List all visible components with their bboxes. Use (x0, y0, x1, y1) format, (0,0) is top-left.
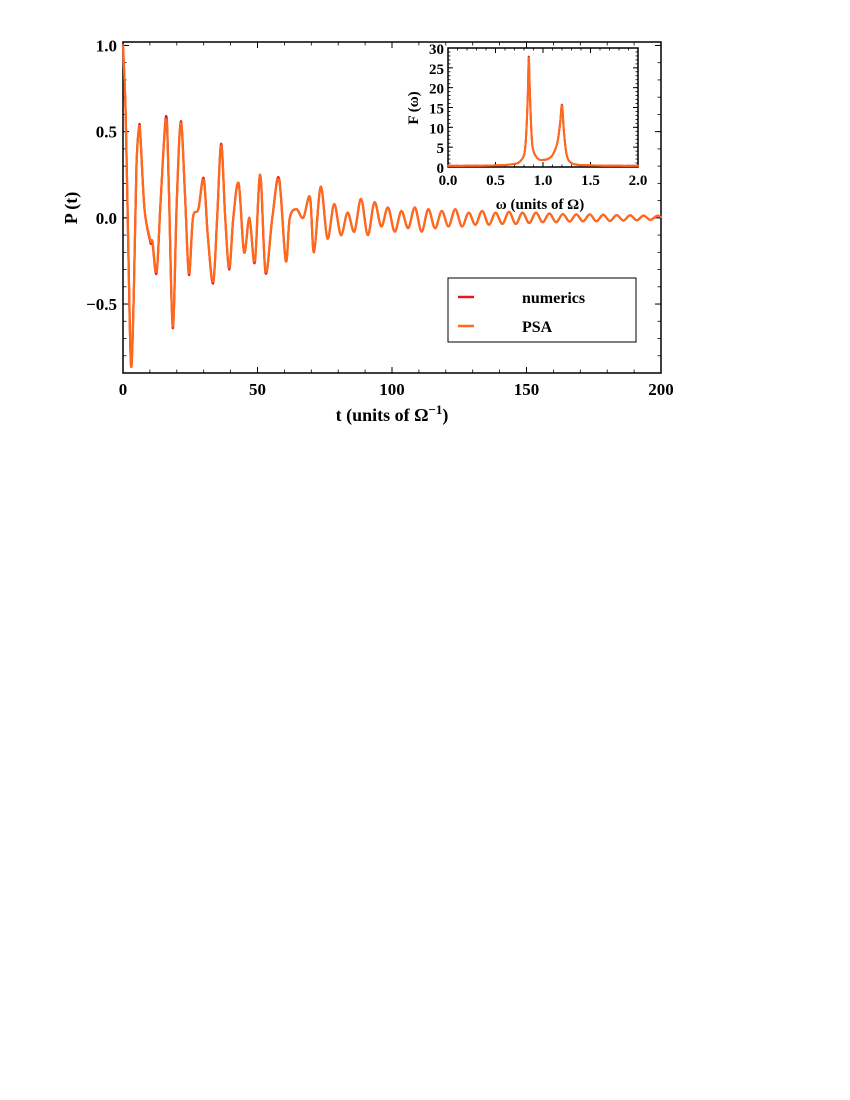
main-xlabel-text: t (units of Ω (336, 405, 429, 426)
main-xlabel-superscript: −1 (429, 402, 443, 417)
y-tick-label: 0.5 (96, 123, 117, 142)
legend-box (447, 277, 637, 343)
main-ylabel: P (t) (61, 192, 82, 224)
main-ticks (122, 42, 662, 374)
legend: numerics PSA (447, 277, 637, 343)
inset-series (447, 55, 639, 167)
series-line-psa (447, 56, 639, 167)
y-tick-label: 0 (437, 161, 445, 177)
legend-label-numerics: numerics (522, 290, 585, 307)
y-tick-label: −0.5 (86, 295, 117, 314)
inset-ylabel: F (ω) (406, 91, 422, 124)
main-tick-labels: 0 50 100 150 200−0.50.00.51.0 (86, 36, 674, 399)
inset-xlabel: ω (units of Ω) (496, 197, 584, 213)
inset-tick-labels: 0.0 0.5 1.0 1.5 2.0 0 5 10 15 20 25 30 (429, 42, 647, 189)
y-tick-label: 10 (429, 121, 444, 137)
x-tick-label: 0 (119, 380, 128, 399)
x-tick-label: 1.0 (534, 173, 553, 189)
x-tick-label: 2.0 (629, 173, 648, 189)
y-tick-label: 5 (437, 141, 445, 157)
x-tick-label: 150 (514, 380, 540, 399)
inset-plot: 0.0 0.5 1.0 1.5 2.0 0 5 10 15 20 25 30 F (ω) ω (uni… (406, 42, 647, 213)
x-tick-label: 200 (648, 380, 674, 399)
inset-plot-background (448, 48, 638, 167)
x-tick-label: 1.5 (581, 173, 600, 189)
main-plot: 0 50 100 150 200−0.50.00.51.0 P (t) t (units… (61, 36, 674, 426)
main-series (121, 44, 663, 368)
y-tick-label: 25 (429, 62, 444, 78)
y-tick-label: 0.0 (96, 209, 117, 228)
x-tick-label: 100 (379, 380, 405, 399)
main-xlabel-suffix: ) (442, 405, 448, 426)
x-tick-label: 0.0 (439, 173, 458, 189)
main-xlabel: t (units of Ω−1) (336, 402, 449, 426)
x-tick-label: 50 (249, 380, 266, 399)
y-tick-label: 1.0 (96, 36, 117, 55)
y-tick-label: 30 (429, 42, 444, 58)
series-line-psa (121, 44, 663, 368)
x-tick-label: 0.5 (486, 173, 505, 189)
y-tick-label: 20 (429, 82, 444, 98)
legend-label-psa: PSA (522, 319, 553, 336)
y-tick-label: 15 (429, 102, 444, 118)
